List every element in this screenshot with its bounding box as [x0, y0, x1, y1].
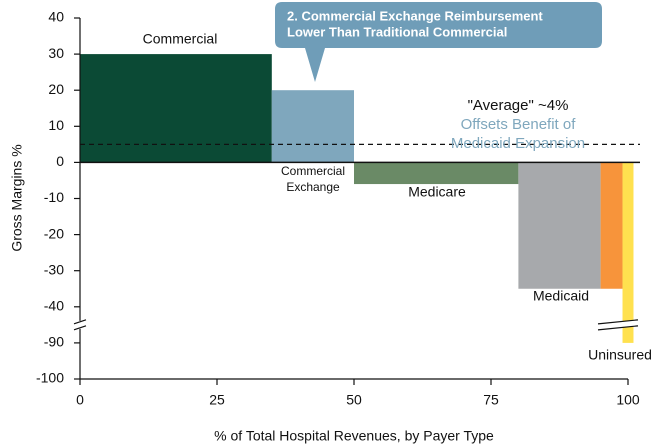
bar [518, 162, 601, 289]
y-tick-label: -90 [44, 334, 64, 350]
y-tick-label: 20 [48, 81, 64, 97]
callout-text: Lower Than Traditional Commercial [287, 24, 507, 39]
category-label: Uninsured [588, 347, 652, 363]
y-tick-label: -40 [44, 298, 64, 314]
bar [600, 162, 623, 289]
reference-annotation: Offsets Benefit of [461, 116, 577, 133]
break-mark [597, 325, 639, 331]
break-mark [597, 319, 639, 325]
category-label: Medicaid [533, 288, 589, 304]
category-label-line: Commercial [281, 164, 345, 178]
axis-break-mark [73, 325, 87, 331]
y-tick-label: -20 [44, 225, 64, 241]
x-tick-label: 75 [483, 392, 499, 408]
y-tick-label: 40 [48, 9, 64, 25]
y-tick-label: 10 [48, 117, 64, 133]
bar [622, 162, 634, 343]
axis-break-mark [73, 319, 87, 325]
x-tick-label: 25 [209, 392, 225, 408]
callout-box [275, 2, 602, 82]
bar [354, 162, 519, 185]
callout-text: 2. Commercial Exchange Reimbursement [287, 8, 543, 23]
x-tick-label: 0 [76, 392, 84, 408]
category-label-line: Exchange [286, 180, 340, 194]
category-label: Commercial Exchange [281, 164, 345, 194]
y-tick-label: -100 [36, 370, 64, 386]
y-tick-label: -10 [44, 189, 64, 205]
y-axis-title: Gross Margins % [9, 144, 25, 251]
bar [271, 90, 354, 163]
category-label: Commercial [143, 31, 218, 47]
x-tick-label: 50 [346, 392, 362, 408]
bar [80, 54, 272, 163]
category-label: Medicare [408, 184, 466, 200]
x-tick-label: 100 [616, 392, 640, 408]
y-tick-label: -30 [44, 261, 64, 277]
reference-annotation: Medicaid Expansion [451, 135, 585, 152]
y-tick-label: 30 [48, 45, 64, 61]
break-gap [596, 320, 640, 327]
reference-annotation: "Average" ~4% [468, 97, 569, 114]
y-tick-label: 0 [56, 153, 64, 169]
x-axis-title: % of Total Hospital Revenues, by Payer T… [214, 428, 494, 444]
